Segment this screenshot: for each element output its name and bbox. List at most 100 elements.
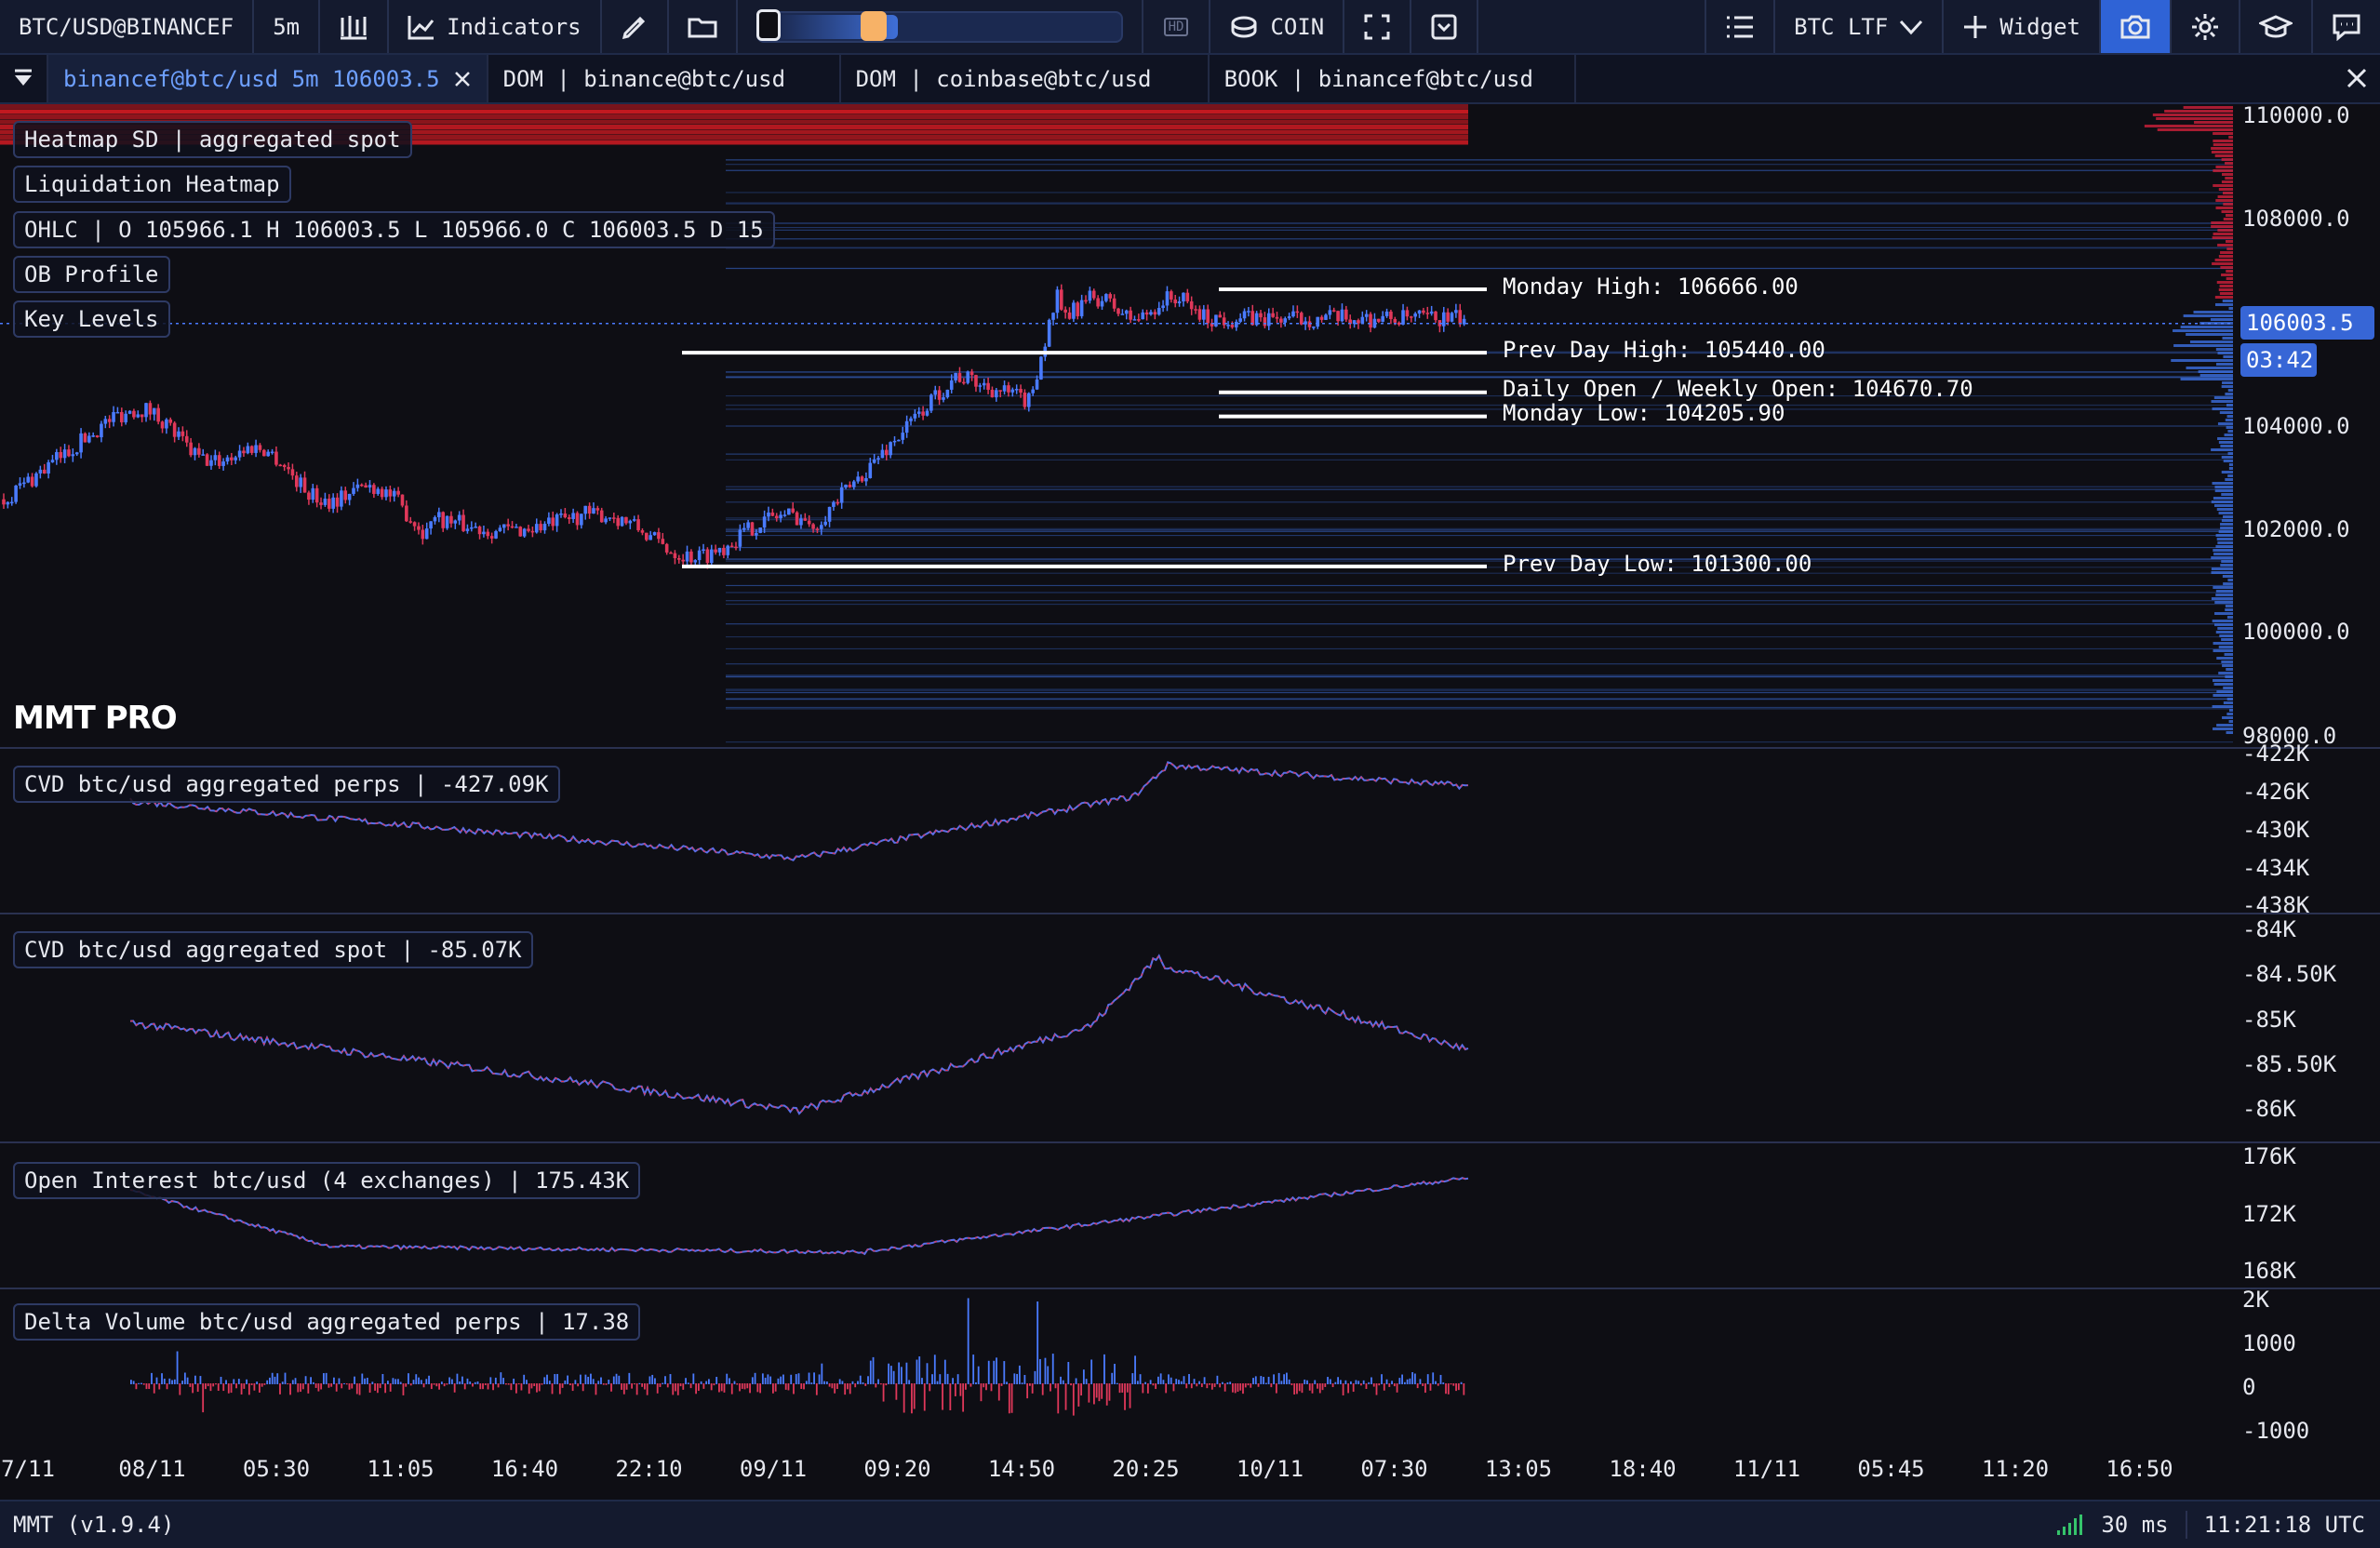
chart-type-button[interactable]: [320, 0, 390, 53]
ob-profile-bar: [2221, 180, 2233, 183]
legend-liquidation-heatmap[interactable]: Liquidation Heatmap: [13, 166, 291, 203]
timeframe-selector[interactable]: 5m: [254, 0, 321, 53]
delta-bar: [857, 1381, 859, 1384]
legend-heatmap-sd[interactable]: Heatmap SD | aggregated spot: [13, 121, 412, 158]
tab-dom-coinbase[interactable]: DOM | coinbase@btc/usd: [841, 55, 1210, 102]
candle-body: [587, 505, 592, 514]
cvd-spot-axis-label: -84K: [2242, 916, 2296, 942]
tab-menu-button[interactable]: [0, 55, 48, 102]
delta-bar: [151, 1372, 153, 1384]
delta-bar: [402, 1383, 405, 1395]
btc-ltf-selector[interactable]: BTC LTF: [1775, 0, 1945, 53]
delta-bar: [1252, 1378, 1254, 1384]
candle-body: [1242, 311, 1247, 319]
delta-bar: [823, 1381, 825, 1384]
ob-profile-bar: [2211, 400, 2233, 403]
candle-body: [368, 485, 372, 487]
panel-divider[interactable]: [0, 747, 2380, 749]
ob-profile-bar: [2221, 471, 2233, 474]
delta-bar: [965, 1383, 967, 1390]
candle-body: [868, 462, 873, 479]
tab-book-binancef[interactable]: BOOK | binancef@btc/usd: [1210, 55, 1576, 102]
open-layout-button[interactable]: [669, 0, 738, 53]
ob-profile-bar: [2225, 605, 2233, 607]
delta-bar: [1183, 1376, 1185, 1384]
candle-body: [287, 467, 290, 470]
legend-ob-profile[interactable]: OB Profile: [13, 256, 170, 293]
candle-body: [1340, 309, 1344, 322]
panel-divider[interactable]: [0, 1288, 2380, 1289]
range-handle-right[interactable]: [860, 10, 887, 41]
candle-body: [1331, 310, 1336, 312]
panel-divider[interactable]: [0, 913, 2380, 914]
price-chart[interactable]: [0, 102, 2380, 748]
ob-profile-bar: [2228, 463, 2233, 466]
delta-bar: [1050, 1383, 1051, 1392]
heatmap-band: [0, 135, 1468, 140]
time-range-control[interactable]: [738, 0, 1143, 53]
delta-bar: [733, 1381, 736, 1384]
coin-button[interactable]: COIN: [1210, 0, 1345, 53]
delta-bar: [1414, 1373, 1416, 1384]
legend-ohlc[interactable]: OHLC | O 105966.1 H 106003.5 L 105966.0 …: [13, 211, 775, 248]
feedback-button[interactable]: [2313, 0, 2380, 53]
tab-bar: binancef@btc/usd 5m 106003.5 DOM | binan…: [0, 55, 2380, 104]
tab-dom-binance[interactable]: DOM | binance@btc/usd: [488, 55, 841, 102]
draw-button[interactable]: [602, 0, 669, 53]
candle-body: [1051, 313, 1055, 320]
academy-button[interactable]: [2240, 0, 2313, 53]
tab-chart-binancef[interactable]: binancef@btc/usd 5m 106003.5: [48, 55, 488, 102]
legend-key-levels[interactable]: Key Levels: [13, 300, 170, 338]
heatmap-sd-layer: [0, 104, 1468, 145]
candle-body: [59, 451, 63, 459]
legend-open-interest[interactable]: Open Interest btc/usd (4 exchanges) | 17…: [13, 1162, 641, 1199]
delta-bar: [1116, 1382, 1118, 1384]
panel-divider[interactable]: [0, 1141, 2380, 1143]
hd-toggle[interactable]: HD: [1143, 0, 1211, 53]
delta-bar: [222, 1383, 225, 1392]
close-all-icon[interactable]: [2343, 64, 2371, 92]
legend-cvd-perps[interactable]: CVD btc/usd aggregated perps | -427.09K: [13, 766, 560, 803]
ob-profile-bar: [2226, 214, 2233, 217]
delta-bar: [859, 1375, 862, 1384]
screenshot-button[interactable]: [2101, 0, 2172, 53]
symbol-selector[interactable]: BTC/USD@BINANCEF: [0, 0, 255, 53]
delta-bar: [1355, 1380, 1357, 1384]
candle-body: [14, 485, 18, 502]
candle-body: [112, 411, 115, 422]
delta-bar: [1054, 1383, 1057, 1389]
candles: [2, 284, 1466, 569]
indicator-charts[interactable]: [0, 749, 2233, 1447]
close-tab-icon[interactable]: [453, 70, 472, 88]
ob-profile-bar: [2156, 117, 2233, 120]
delta-bar: [943, 1359, 946, 1384]
delta-bar: [161, 1373, 163, 1384]
watchlist-button[interactable]: [1705, 0, 1776, 53]
add-widget-button[interactable]: Widget: [1944, 0, 2101, 53]
delta-bar: [1036, 1301, 1039, 1384]
candle-body: [22, 482, 26, 485]
delta-bar: [580, 1374, 582, 1384]
candle-body: [181, 431, 185, 436]
candle-body: [1157, 308, 1161, 315]
legend-cvd-spot[interactable]: CVD btc/usd aggregated spot | -85.07K: [13, 931, 533, 968]
legend-delta-volume[interactable]: Delta Volume btc/usd aggregated perps | …: [13, 1303, 641, 1341]
candle-body: [599, 510, 604, 523]
ob-profile-bar: [2221, 210, 2233, 213]
candle-body: [844, 485, 848, 488]
save-button[interactable]: [1411, 0, 1479, 53]
ob-profile-bar: [2157, 128, 2233, 131]
delta-bar: [682, 1383, 685, 1390]
delta-bar: [1000, 1383, 1003, 1386]
indicators-button[interactable]: Indicators: [389, 0, 602, 53]
candle-body: [515, 527, 518, 528]
delta-bar: [399, 1381, 402, 1384]
fullscreen-button[interactable]: [1344, 0, 1412, 53]
candle-body: [429, 521, 433, 529]
heatmap-band: [0, 109, 1468, 114]
ob-profile-bar: [2218, 255, 2233, 258]
range-handle-left[interactable]: [755, 8, 781, 41]
time-range-slider[interactable]: [755, 8, 1123, 43]
candle-body: [1312, 327, 1316, 328]
settings-button[interactable]: [2172, 0, 2240, 53]
